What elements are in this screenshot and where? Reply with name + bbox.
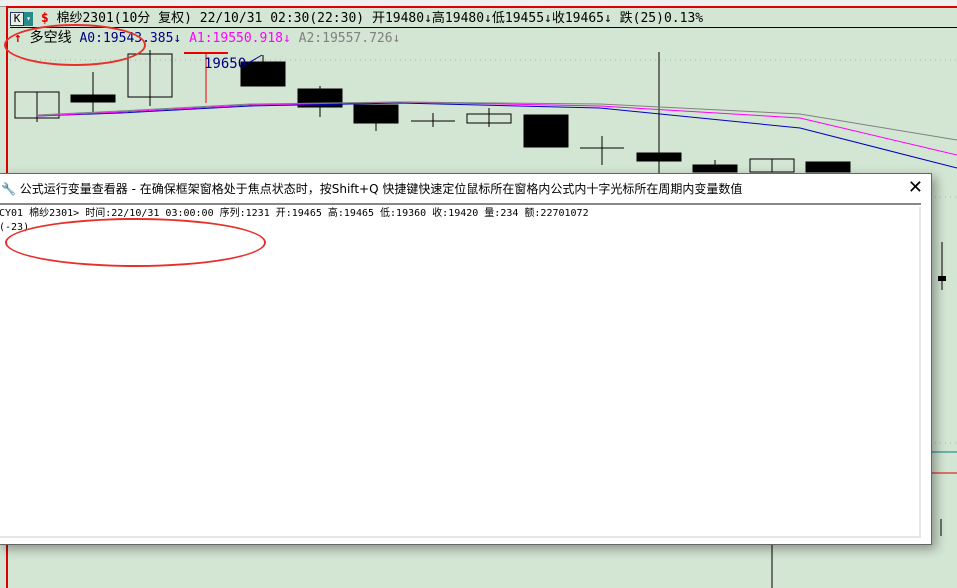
wrench-icon: 🔧 xyxy=(1,182,16,196)
k-button[interactable]: K xyxy=(10,11,24,26)
candle-body xyxy=(636,152,682,162)
dialog-title-bar[interactable]: 🔧 公式运行变量查看器 - 在确保框架窗格处于焦点状态时，按Shift+Q 快捷… xyxy=(0,174,921,205)
annotation-ellipse xyxy=(5,218,266,267)
dialog-title: 公式运行变量查看器 - 在确保框架窗格处于焦点状态时，按Shift+Q 快捷键快… xyxy=(19,182,743,196)
ma-line-a0 xyxy=(36,102,957,169)
pointer-line xyxy=(244,54,263,66)
high-value: 高19480↓ xyxy=(431,11,492,26)
quote-header: K ▾ $ 棉纱2301(10分 复权) 22/10/31 02:30(22:30… xyxy=(10,9,957,28)
dollar-icon: $ xyxy=(40,11,49,26)
candle-body xyxy=(127,53,173,98)
candle-body xyxy=(749,158,795,173)
candle-body xyxy=(14,91,60,119)
period-dropdown[interactable]: ▾ xyxy=(24,11,33,26)
candle-body xyxy=(938,276,946,281)
symbol-title: 棉纱2301(10分 复权) 22/10/31 02:30(22:30) xyxy=(56,11,365,26)
change-value: 跌(25)0.13% xyxy=(619,11,704,26)
candle-body xyxy=(353,104,399,124)
candle-body xyxy=(692,164,738,173)
candle-body xyxy=(70,94,116,103)
candle-body xyxy=(240,61,286,87)
dialog-content[interactable]: CY01 棉纱2301> 时间:22/10/31 03:00:00 序列:123… xyxy=(0,207,921,538)
frame-border xyxy=(8,6,957,8)
close-icon[interactable]: ✕ xyxy=(907,177,923,198)
bar-info-line: CY01 棉纱2301> 时间:22/10/31 03:00:00 序列:123… xyxy=(0,208,589,219)
close-value: 收19465↓ xyxy=(551,11,612,26)
candle-body xyxy=(466,113,512,124)
a1-value: A1:19550.918↓ xyxy=(189,31,291,46)
candle-body xyxy=(805,161,851,173)
variable-line: (-23) xyxy=(0,222,30,233)
annotation-ellipse xyxy=(4,24,146,66)
open-value: 开19480↓ xyxy=(371,11,432,26)
a2-value: A2:19557.726↓ xyxy=(298,31,401,46)
ma-line-a2 xyxy=(36,101,957,141)
low-value: 低19455↓ xyxy=(491,11,552,26)
candle-body xyxy=(523,114,569,148)
price-label: 19650 xyxy=(204,56,246,72)
